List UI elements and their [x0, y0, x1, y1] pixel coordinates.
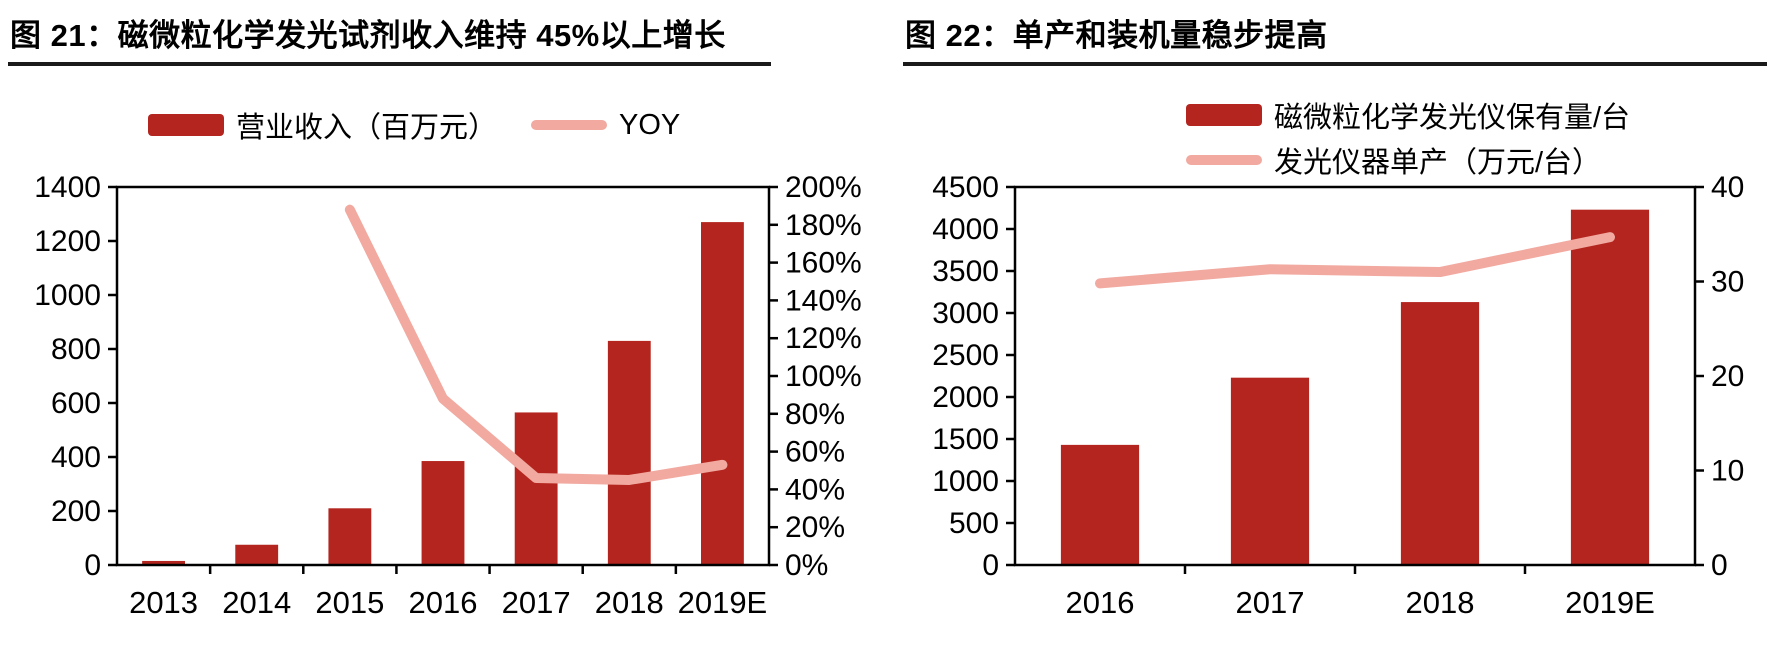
bar-2019E: [1570, 209, 1650, 565]
left-axis-label: 4500: [932, 171, 999, 204]
right-axis-label: 80%: [785, 398, 845, 431]
figure-22-title: 图 22：单产和装机量稳步提高: [905, 18, 1328, 53]
left-axis-label: 400: [51, 441, 101, 474]
x-axis-label: 2018: [595, 585, 664, 620]
figure-21-title: 图 21：磁微粒化学发光试剂收入维持 45%以上增长: [10, 18, 726, 53]
figure-22-legend: 磁微粒化学发光仪保有量/台 发光仪器单产（万元/台）: [1186, 94, 1630, 181]
left-axis-label: 1200: [34, 225, 101, 258]
bar-series-swatch: [148, 114, 224, 136]
legend-label: 磁微粒化学发光仪保有量/台: [1274, 102, 1631, 134]
left-axis-label: 500: [949, 507, 999, 540]
left-axis-label: 200: [51, 495, 101, 528]
right-axis-label: 120%: [785, 322, 862, 355]
right-axis-label: 10: [1711, 455, 1744, 488]
legend-label: 营业收入（百万元）: [236, 112, 498, 144]
line-series-swatch: [1186, 155, 1262, 165]
left-axis-label: 1400: [34, 171, 101, 204]
yoy-line: [1095, 232, 1615, 289]
x-axis-label: 2014: [222, 585, 291, 620]
right-axis-label: 140%: [785, 284, 862, 317]
bar-2016: [1060, 444, 1140, 565]
left-axis-label: 0: [982, 549, 999, 582]
right-axis-label: 30: [1711, 266, 1744, 299]
legend-item-yield: 发光仪器单产（万元/台）: [1186, 139, 1630, 181]
right-axis-label: 100%: [785, 360, 862, 393]
x-axis-label: 2019E: [678, 585, 768, 620]
figure-21-legend: 营业收入（百万元） YOY: [148, 104, 680, 146]
x-axis-label: 2018: [1406, 585, 1475, 620]
right-axis-label: 40: [1711, 171, 1744, 204]
left-axis-label: 1000: [34, 279, 101, 312]
left-axis-label: 0: [84, 549, 101, 582]
bar-2018: [607, 340, 651, 565]
left-axis-label: 600: [51, 387, 101, 420]
bar-2013: [142, 560, 185, 565]
line-series-swatch: [531, 120, 608, 130]
bar-2019E: [701, 222, 744, 565]
bar-series-swatch: [1186, 104, 1262, 126]
right-axis-label: 0: [1711, 549, 1728, 582]
figure-22-title-rule: [903, 62, 1767, 66]
x-axis-label: 2013: [129, 585, 198, 620]
right-axis-label: 60%: [785, 436, 845, 469]
left-axis-label: 1000: [932, 465, 999, 498]
bar-2016: [421, 461, 465, 565]
bar-2017: [1230, 377, 1310, 565]
x-axis-label: 2017: [502, 585, 571, 620]
legend-label: 发光仪器单产（万元/台）: [1274, 147, 1602, 179]
right-axis-label: 160%: [785, 247, 862, 280]
bar-2015: [328, 508, 372, 565]
right-axis-label: 40%: [785, 473, 845, 506]
legend-label: YOY: [619, 108, 681, 141]
left-axis-label: 4000: [932, 213, 999, 246]
bar-2017: [514, 412, 558, 565]
x-axis-label: 2015: [315, 585, 384, 620]
left-axis-label: 2500: [932, 339, 999, 372]
right-axis-label: 0%: [785, 549, 828, 582]
x-axis-label: 2017: [1236, 585, 1305, 620]
left-axis-label: 3000: [932, 297, 999, 330]
x-axis-label: 2016: [409, 585, 478, 620]
right-axis-label: 20%: [785, 511, 845, 544]
right-axis-label: 180%: [785, 209, 862, 242]
legend-item-revenue: 营业收入（百万元）: [148, 104, 497, 146]
bar-2018: [1400, 302, 1480, 565]
x-axis-label: 2016: [1066, 585, 1135, 620]
legend-item-installed-base: 磁微粒化学发光仪保有量/台: [1186, 94, 1630, 136]
legend-item-yoy: YOY: [531, 109, 680, 142]
left-axis-label: 1500: [932, 423, 999, 456]
yoy-line: [344, 204, 728, 485]
left-axis-label: 2000: [932, 381, 999, 414]
figure-21-title-rule: [8, 62, 771, 66]
right-axis-label: 200%: [785, 171, 862, 204]
bar-2014: [235, 544, 279, 565]
x-axis-label: 2019E: [1565, 585, 1655, 620]
right-axis-label: 20: [1711, 360, 1744, 393]
left-axis-label: 3500: [932, 255, 999, 288]
left-axis-label: 800: [51, 333, 101, 366]
